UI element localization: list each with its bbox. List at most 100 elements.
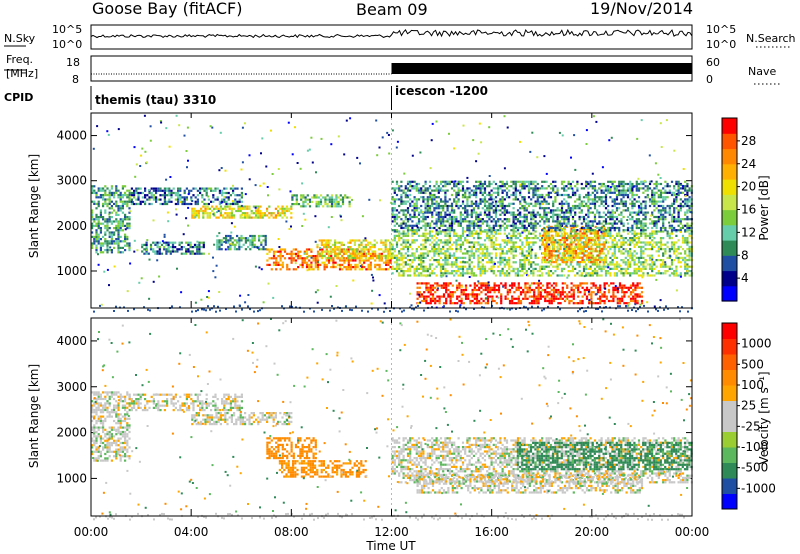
power-cell	[532, 218, 535, 221]
power-cell	[384, 243, 387, 246]
power-cell	[508, 267, 511, 270]
power-cell	[104, 224, 107, 227]
power-cell	[514, 198, 517, 201]
power-cell	[516, 237, 520, 240]
power-cell	[196, 246, 199, 249]
power-cell	[530, 237, 533, 240]
power-cell	[203, 187, 206, 190]
power-cell	[117, 222, 120, 225]
power-cell	[637, 239, 641, 242]
power-cell	[565, 202, 568, 205]
power-cell	[426, 202, 429, 205]
power-cell	[515, 297, 518, 300]
power-cell	[318, 252, 321, 255]
power-cell	[160, 243, 164, 246]
power-cell	[426, 209, 429, 212]
power-cell	[494, 237, 498, 240]
power-cell	[464, 230, 467, 233]
power-cell	[541, 229, 544, 232]
power-cell	[468, 232, 471, 235]
power-cell	[293, 203, 296, 206]
power-cell	[479, 226, 482, 230]
power-cell	[327, 239, 330, 242]
power-cell	[530, 252, 533, 255]
power-cell	[191, 250, 194, 253]
power-cell	[651, 243, 654, 246]
power-cell	[108, 202, 111, 205]
power-cell	[363, 255, 366, 258]
power-cell	[651, 254, 654, 257]
power-cell	[93, 240, 96, 243]
power-cell	[93, 202, 96, 205]
power-cell	[453, 215, 456, 219]
power-cell	[230, 212, 233, 215]
power-cell	[356, 250, 359, 253]
power-cell	[538, 187, 542, 190]
power-cell	[393, 189, 396, 192]
power-cell	[626, 254, 630, 257]
power-cell	[499, 185, 502, 188]
power-cell	[543, 222, 546, 225]
power-cell	[315, 200, 318, 203]
power-cell	[634, 284, 637, 287]
power-cell	[527, 185, 531, 188]
power-cell	[193, 243, 197, 246]
power-cell	[468, 196, 471, 199]
power-cell	[204, 207, 207, 210]
power-cell	[571, 230, 575, 233]
power-cell	[530, 182, 533, 186]
power-cell	[594, 284, 597, 287]
power-cell	[241, 216, 244, 219]
power-cell	[331, 243, 334, 246]
power-cell	[325, 243, 328, 246]
power-cell	[349, 252, 352, 255]
power-cell	[133, 194, 136, 197]
power-cell	[477, 263, 480, 266]
power-cell	[426, 237, 429, 240]
power-cell	[662, 272, 665, 275]
power-cell	[527, 187, 531, 190]
power-cell	[435, 250, 438, 253]
power-cell	[613, 237, 616, 240]
power-cell	[472, 274, 476, 277]
power-cell	[337, 200, 340, 203]
power-cell	[574, 224, 577, 227]
power-cell	[616, 302, 619, 305]
power-cell	[596, 286, 600, 289]
power-cell	[386, 248, 389, 251]
power-cell	[541, 243, 544, 246]
power-cell	[126, 189, 129, 192]
power-cell	[468, 241, 471, 244]
power-cell	[190, 196, 193, 199]
power-cell	[406, 230, 410, 233]
power-cell	[395, 180, 399, 183]
power-cell	[541, 295, 545, 298]
power-cell	[327, 243, 330, 246]
power-cell	[341, 248, 344, 251]
power-cell	[523, 263, 526, 266]
power-cell	[582, 237, 586, 240]
power-cell	[477, 248, 480, 251]
power-cell	[444, 213, 447, 216]
power-cell	[442, 274, 445, 277]
power-cell	[231, 241, 234, 244]
power-cell	[473, 293, 476, 296]
noise-right-tick-bottom: 10^0	[706, 38, 736, 51]
power-cell	[227, 234, 230, 238]
power-cell	[488, 198, 491, 201]
power-cell	[119, 220, 122, 223]
power-cell	[398, 189, 401, 192]
power-cell	[500, 295, 503, 298]
power-cell	[181, 196, 184, 199]
power-cell	[662, 252, 665, 255]
power-cell	[238, 198, 241, 201]
power-cell	[444, 272, 447, 275]
power-cell	[439, 274, 443, 277]
power-cell	[490, 267, 493, 270]
power-cell	[554, 226, 557, 230]
power-cell	[559, 302, 562, 305]
power-cell	[426, 239, 429, 242]
power-cell	[281, 216, 284, 219]
power-cell	[417, 198, 421, 201]
power-cell	[363, 259, 366, 262]
